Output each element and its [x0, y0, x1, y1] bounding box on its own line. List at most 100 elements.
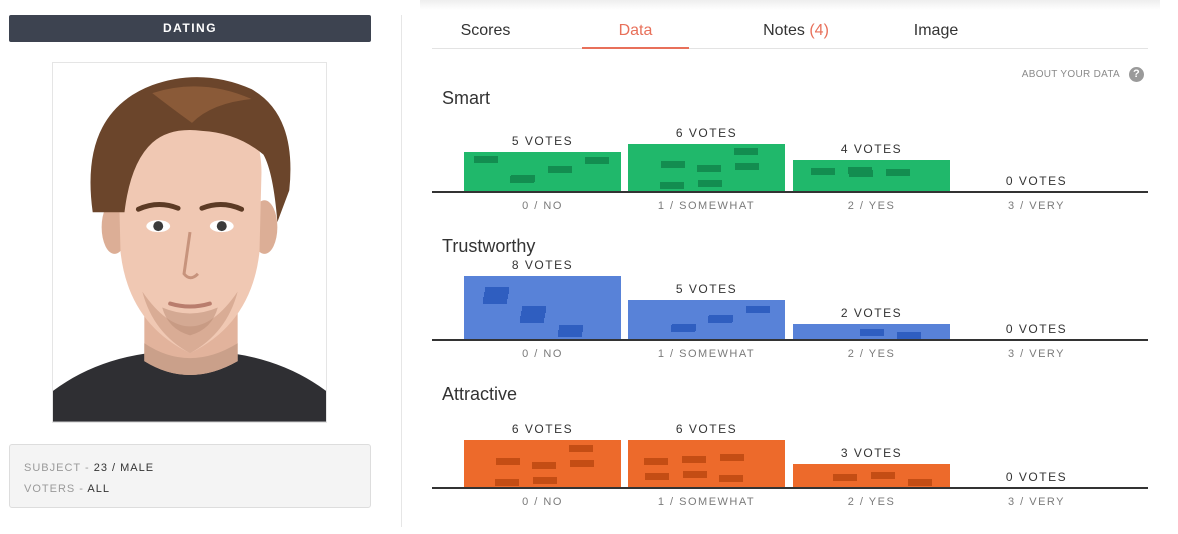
- bar-vote-block: [833, 474, 857, 481]
- category-label: 0 / NO: [522, 200, 563, 212]
- bar-value-label: 6 VOTES: [512, 422, 573, 436]
- category-label: 3 / VERY: [1008, 496, 1065, 508]
- bar-value-label: 2 VOTES: [841, 306, 902, 320]
- bar-vote-block: [585, 157, 609, 164]
- bar-vote-block: [661, 161, 685, 168]
- bar-value-label: 0 VOTES: [1006, 470, 1067, 484]
- bar-vote-block: [886, 169, 910, 176]
- tab-image[interactable]: Image: [902, 18, 970, 49]
- bar-vote-block: [860, 329, 884, 336]
- tab-data-label: Data: [618, 22, 653, 39]
- tab-scores[interactable]: Scores: [432, 18, 539, 49]
- bar-vote-block: [708, 316, 732, 323]
- column-divider: [401, 15, 402, 527]
- bar-vote-block: [671, 325, 695, 332]
- bar-vote-block: [811, 168, 835, 175]
- bar-value-label: 4 VOTES: [841, 142, 902, 156]
- bar-vote-block: [521, 311, 545, 318]
- bar-vote-block: [897, 332, 921, 339]
- bar-vote-block: [719, 475, 743, 482]
- category-label: 2 / YES: [848, 348, 896, 360]
- bar-vote-block: [522, 306, 546, 313]
- bar-vote-block: [496, 458, 520, 465]
- bar-vote-block: [558, 330, 582, 337]
- voters-info-key: VOTERS: [24, 483, 76, 495]
- bar-vote-block: [548, 166, 572, 173]
- subject-photo-image: [53, 63, 326, 422]
- category-label: 2 / YES: [848, 200, 896, 212]
- tab-bar: Scores Data Notes (4) Image: [432, 18, 1148, 49]
- category-label: 0 / NO: [522, 348, 563, 360]
- chart-trustworthy: Trustworthy 8 VOTES 0 / NO 5 VOTES 1 / SOME…: [432, 236, 1148, 366]
- bar-vote-block: [559, 325, 583, 332]
- tab-data[interactable]: Data: [582, 18, 689, 49]
- chart-smart: Smart 5 VOTES 0 / NO 6 VOTES 1 / SOMEWHAT 4 …: [432, 88, 1148, 218]
- tab-notes[interactable]: Notes (4): [732, 18, 860, 49]
- subject-info-key: SUBJECT: [24, 462, 81, 474]
- bar-vote-block: [660, 182, 684, 189]
- bar-vote-block: [510, 176, 534, 183]
- chart-title: Smart: [442, 88, 491, 108]
- bar-vote-block: [908, 479, 932, 486]
- bar-vote-block: [484, 292, 508, 299]
- category-label: 0 / NO: [522, 496, 563, 508]
- bar-vote-block: [720, 454, 744, 461]
- voters-info-row: VOTERS - ALL: [24, 479, 356, 500]
- bar-value-label: 5 VOTES: [676, 282, 737, 296]
- bar-vote-block: [698, 180, 722, 187]
- category-label: 1 / SOMEWHAT: [658, 496, 755, 508]
- bar-vote-block: [532, 462, 556, 469]
- voters-info-value: ALL: [87, 483, 110, 495]
- help-icon: ?: [1129, 67, 1144, 82]
- tab-notes-label: Notes: [763, 22, 805, 39]
- section-header: DATING: [9, 15, 371, 42]
- bar-value-label: 6 VOTES: [676, 126, 737, 140]
- bar-vote-block: [483, 297, 507, 304]
- info-separator: -: [80, 462, 94, 474]
- about-your-data-label: ABOUT YOUR DATA: [1021, 69, 1120, 80]
- bar-vote-block: [495, 479, 519, 486]
- chart-trustworthy-svg: 8 VOTES 0 / NO 5 VOTES 1 / SOMEWHAT 2 VOTES 2…: [432, 258, 1148, 360]
- bar-vote-block: [485, 287, 509, 294]
- bar-value-label: 6 VOTES: [676, 422, 737, 436]
- bar-value-label: 5 VOTES: [512, 134, 573, 148]
- bar-value-label: 8 VOTES: [512, 258, 573, 272]
- category-label: 2 / YES: [848, 496, 896, 508]
- about-your-data-link[interactable]: ABOUT YOUR DATA ?: [1022, 67, 1144, 82]
- tab-image-label: Image: [913, 22, 959, 39]
- bar-vote-block: [474, 156, 498, 163]
- subject-info-panel: SUBJECT - 23 / MALE VOTERS - ALL: [9, 444, 371, 508]
- bar-vote-block: [848, 167, 872, 174]
- category-label: 1 / SOMEWHAT: [658, 200, 755, 212]
- chart-title: Attractive: [442, 384, 518, 404]
- subject-info-row: SUBJECT - 23 / MALE: [24, 458, 356, 479]
- bar-vote-block: [533, 477, 557, 484]
- subject-photo: [52, 62, 327, 423]
- category-label: 3 / VERY: [1008, 348, 1065, 360]
- chart-attractive: Attractive 6 VOTES 0 / NO 6 VOTES 1 / SOMEW…: [432, 384, 1148, 514]
- tab-notes-count: (4): [809, 22, 829, 39]
- bar-vote-block: [871, 472, 895, 479]
- bar-vote-block: [570, 460, 594, 467]
- subject-info-value: 23 / MALE: [93, 462, 155, 474]
- category-label: 1 / SOMEWHAT: [658, 348, 755, 360]
- bar-vote-block: [645, 473, 669, 480]
- top-shadow: [420, 0, 1160, 10]
- bar-vote-block: [734, 148, 758, 155]
- bar-value-label: 0 VOTES: [1006, 322, 1067, 336]
- bar-value-label: 3 VOTES: [841, 446, 902, 460]
- category-label: 3 / VERY: [1008, 200, 1065, 212]
- tab-scores-label: Scores: [460, 22, 511, 39]
- bar-vote-block: [697, 165, 721, 172]
- bar-vote-block: [520, 316, 544, 323]
- bar-value-label: 0 VOTES: [1006, 174, 1067, 188]
- bar-vote-block: [683, 471, 707, 478]
- bar-vote-block: [746, 306, 770, 313]
- chart-title: Trustworthy: [442, 236, 536, 256]
- chart-smart-svg: 5 VOTES 0 / NO 6 VOTES 1 / SOMEWHAT 4 VOTES 2…: [432, 126, 1148, 212]
- info-separator: -: [75, 483, 88, 495]
- bar-vote-block: [644, 458, 668, 465]
- bar-vote-block: [735, 163, 759, 170]
- chart-attractive-svg: 6 VOTES 0 / NO 6 VOTES 1 / SOMEWHAT 3 VOTES 2…: [432, 422, 1148, 508]
- bar-vote-block: [569, 445, 593, 452]
